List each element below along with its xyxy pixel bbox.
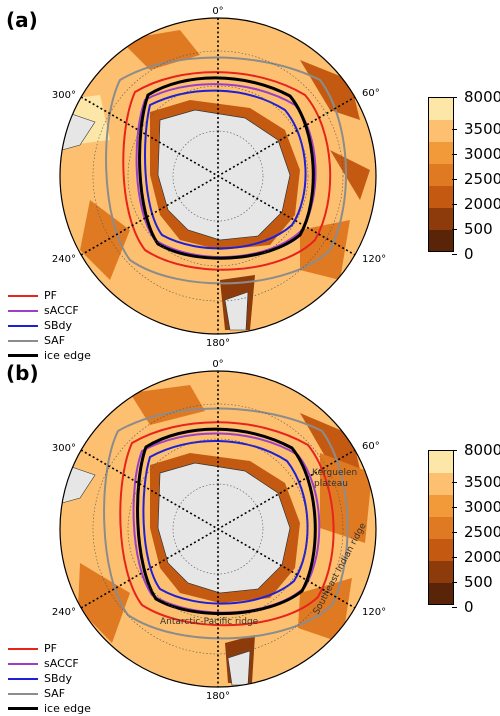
colorbar-segment bbox=[428, 186, 454, 208]
meridian-label-240: 240° bbox=[52, 254, 76, 265]
map-boundary bbox=[59, 17, 377, 335]
colorbar-tick bbox=[452, 179, 457, 180]
colorbar-tick bbox=[452, 482, 457, 483]
colorbar-tick bbox=[452, 97, 457, 98]
meridian-label-120: 120° bbox=[362, 254, 386, 265]
polar-map-a: 0° 60° 120° 180° 240° 300° bbox=[52, 6, 386, 349]
sbdy-line bbox=[142, 439, 309, 605]
map-boundary bbox=[59, 370, 377, 688]
saf-line bbox=[105, 56, 348, 285]
legend-item-pf: PF bbox=[8, 641, 91, 656]
ice-edge-line bbox=[136, 427, 317, 616]
ridge-patch bbox=[300, 220, 350, 280]
colorbar-segment bbox=[428, 561, 454, 583]
meridian-240-60 bbox=[80, 96, 356, 256]
pf-line bbox=[119, 421, 335, 627]
colorbar-label: 500 bbox=[464, 220, 493, 238]
colorbar-segment bbox=[428, 517, 454, 539]
colorbar-tick bbox=[452, 450, 457, 451]
colorbar-tick bbox=[452, 507, 457, 508]
colorbar-tick bbox=[452, 532, 457, 533]
colorbar-label: 0 bbox=[464, 245, 474, 263]
colorbar-label: 2500 bbox=[464, 523, 500, 541]
colorbar-segment bbox=[428, 450, 454, 473]
colorbar-label: 3500 bbox=[464, 120, 500, 138]
ridge-patch bbox=[78, 563, 130, 643]
colorbar-label: 0 bbox=[464, 598, 474, 616]
annotation-antarctic-pacific-ridge: Antarctic-Pacific ridge bbox=[160, 617, 259, 627]
colorbar-label: 2000 bbox=[464, 195, 500, 213]
colorbar-tick bbox=[452, 607, 457, 608]
meridian-240-60 bbox=[80, 449, 356, 609]
ridge-patch bbox=[330, 150, 370, 200]
colorbar-tick bbox=[452, 204, 457, 205]
annotation-plateau: plateau bbox=[314, 479, 348, 489]
legend-item-saf: SAF bbox=[8, 686, 91, 701]
meridian-label-0: 0° bbox=[212, 359, 223, 370]
colorbar-segment bbox=[428, 539, 454, 561]
new-zealand bbox=[224, 291, 249, 331]
annotation-kerguelen: Kerguelen bbox=[312, 468, 357, 478]
antarctica bbox=[157, 462, 291, 594]
colorbar-label: 2000 bbox=[464, 548, 500, 566]
colorbar-tick bbox=[452, 229, 457, 230]
colorbar-segment bbox=[428, 583, 454, 605]
meridian-label-180: 180° bbox=[206, 338, 230, 349]
colorbar-segment bbox=[428, 473, 454, 495]
colorbar-tick bbox=[452, 582, 457, 583]
colorbar bbox=[428, 450, 454, 607]
meridian-label-300: 300° bbox=[52, 90, 76, 101]
legend-item-saccf: sACCF bbox=[8, 303, 91, 318]
panel-label: (b) bbox=[6, 361, 39, 385]
colorbar-label: 8000 bbox=[464, 441, 500, 459]
sbdy-line bbox=[144, 89, 307, 250]
colorbar-label: 3500 bbox=[464, 473, 500, 491]
colorbar-tick bbox=[452, 254, 457, 255]
legend-item-saccf: sACCF bbox=[8, 656, 91, 671]
panel-a: (a) bbox=[0, 0, 500, 362]
meridian-label-240: 240° bbox=[52, 607, 76, 618]
colorbar-segment bbox=[428, 495, 454, 517]
legend-item-sbdy: SBdy bbox=[8, 671, 91, 686]
colorbar-segment bbox=[428, 142, 454, 164]
ridge-patch bbox=[80, 200, 130, 280]
colorbar-segment bbox=[428, 120, 454, 142]
colorbar-tick bbox=[452, 129, 457, 130]
colorbar-tick bbox=[452, 557, 457, 558]
legend-item-sbdy: SBdy bbox=[8, 318, 91, 333]
meridian-label-180: 180° bbox=[206, 691, 230, 702]
pf-line bbox=[122, 71, 332, 271]
antarctica bbox=[157, 109, 291, 241]
ridge-patch bbox=[300, 60, 360, 120]
panel-b: (b) Kerguelen bbox=[0, 353, 500, 715]
colorbar-label: 500 bbox=[464, 573, 493, 591]
colorbar-label: 8000 bbox=[464, 88, 500, 106]
legend-item-ice-edge: ice edge bbox=[8, 701, 91, 716]
colorbar-label: 3000 bbox=[464, 145, 500, 163]
ridge-patch bbox=[130, 385, 205, 425]
colorbar-tick bbox=[452, 154, 457, 155]
colorbar-segment bbox=[428, 208, 454, 230]
colorbar-label: 3000 bbox=[464, 498, 500, 516]
meridian-label-0: 0° bbox=[212, 6, 223, 17]
polar-map-b: Kerguelen plateau Antarctic-Pacific ridg… bbox=[52, 359, 386, 702]
meridian-label-60: 60° bbox=[362, 441, 380, 452]
colorbar-segment bbox=[428, 230, 454, 252]
legend: PF sACCF SBdy SAF ice edge bbox=[8, 288, 91, 363]
ice-edge-line bbox=[138, 76, 315, 260]
colorbar-label: 2500 bbox=[464, 170, 500, 188]
meridian-label-60: 60° bbox=[362, 88, 380, 99]
panel-label: (a) bbox=[6, 8, 38, 32]
legend: PF sACCF SBdy SAF ice edge bbox=[8, 641, 91, 716]
meridian-label-120: 120° bbox=[362, 607, 386, 618]
saf-line bbox=[103, 407, 349, 640]
legend-item-ice-edge: ice edge bbox=[8, 348, 91, 363]
colorbar-segment bbox=[428, 164, 454, 186]
colorbar-segment bbox=[428, 97, 454, 120]
meridian-label-300: 300° bbox=[52, 443, 76, 454]
legend-item-pf: PF bbox=[8, 288, 91, 303]
colorbar bbox=[428, 97, 454, 254]
legend-item-saf: SAF bbox=[8, 333, 91, 348]
